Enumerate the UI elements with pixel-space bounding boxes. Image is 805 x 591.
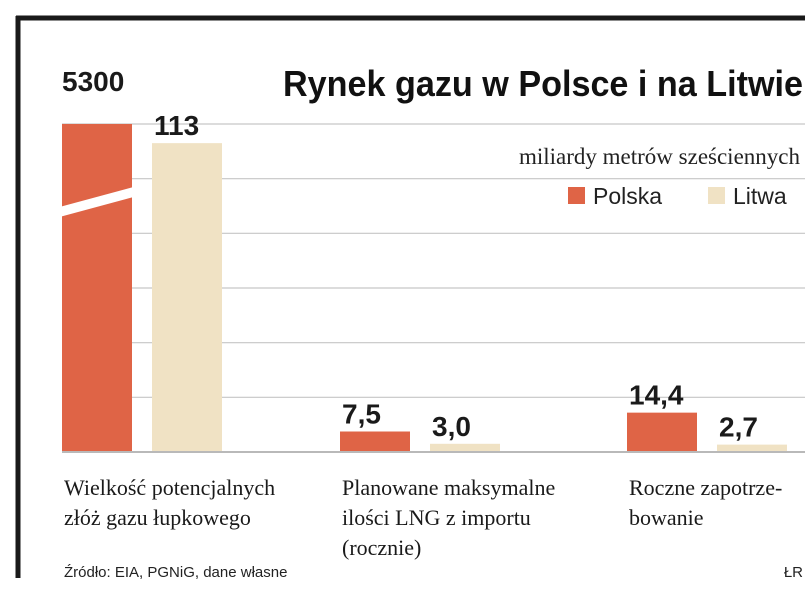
category-label-1-line-1: Wielkość potencjalnych [64, 475, 275, 500]
category-labels: Wielkość potencjalnych złóż gazu łupkoweg… [64, 475, 782, 560]
category-label-3-line-1: Roczne zapotrze- [629, 475, 782, 500]
bars [60, 124, 787, 452]
value-label-litwa-1: 113 [154, 110, 199, 141]
legend: Polska Litwa [568, 183, 787, 209]
value-label-litwa-2: 3,0 [432, 411, 471, 442]
source-note: Źródło: EIA, PGNiG, dane własne [64, 564, 287, 581]
category-label-2-line-2: ilości LNG z importu [342, 505, 531, 530]
category-label-3-line-2: bowanie [629, 505, 704, 530]
bar-litwa-2 [430, 443, 500, 452]
value-label-polska-3: 14,4 [629, 380, 684, 411]
chart-subtitle: miliardy metrów sześciennych [519, 144, 801, 169]
bar-polska-1 [62, 124, 132, 452]
bar-litwa-1 [152, 143, 222, 452]
legend-swatch-litwa [708, 187, 725, 204]
bar-polska-3 [627, 412, 697, 452]
author-credit: ŁR [784, 564, 803, 581]
category-label-1-line-2: złóż gazu łupkowego [64, 505, 251, 530]
value-label-polska-1: 5300 [62, 66, 124, 97]
legend-swatch-polska [568, 187, 585, 204]
axis-break-mark [60, 186, 134, 217]
legend-label-polska: Polska [593, 183, 662, 209]
value-label-polska-2: 7,5 [342, 399, 381, 430]
bar-polska-2 [340, 431, 410, 452]
chart-title: Rynek gazu w Polsce i na Litwie [283, 63, 803, 104]
category-label-2-line-3: (rocznie) [342, 535, 421, 560]
value-labels: 5300 7,5 14,4 113 3,0 2,7 [62, 66, 758, 443]
legend-label-litwa: Litwa [733, 183, 787, 209]
bar-litwa-3 [717, 444, 787, 452]
value-label-litwa-3: 2,7 [719, 412, 758, 443]
category-label-2-line-1: Planowane maksymalne [342, 475, 555, 500]
